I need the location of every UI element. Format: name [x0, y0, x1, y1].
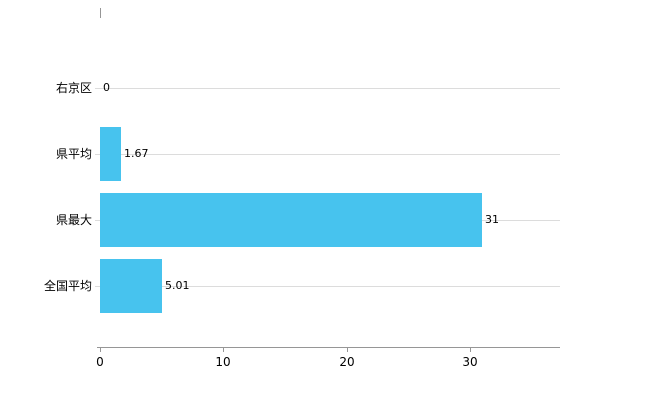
x-axis-tick — [223, 347, 224, 352]
bar — [100, 127, 121, 181]
bar-value-label: 1.67 — [124, 147, 149, 160]
bar-value-label: 5.01 — [165, 279, 190, 292]
category-label: 県最大 — [55, 213, 92, 227]
x-axis-tick-label: 0 — [96, 355, 104, 369]
x-axis-tick-label: 10 — [215, 355, 231, 369]
x-axis-tick-label: 30 — [462, 355, 478, 369]
bar-value-label: 31 — [485, 213, 499, 226]
category-label: 県平均 — [55, 147, 92, 161]
x-axis-line — [97, 347, 560, 348]
x-axis-tick-label: 20 — [339, 355, 355, 369]
category-gridline — [95, 88, 560, 89]
bar — [100, 259, 162, 313]
x-axis-tick — [100, 347, 101, 352]
category-label: 右京区 — [55, 81, 92, 95]
bar — [100, 193, 482, 247]
x-axis-tick — [347, 347, 348, 352]
y-axis-top-tick — [100, 8, 101, 18]
x-axis-tick — [470, 347, 471, 352]
bar-value-label: 0 — [103, 81, 110, 94]
category-label: 全国平均 — [43, 279, 92, 293]
category-gridline — [95, 154, 560, 155]
category-gridline — [95, 286, 560, 287]
